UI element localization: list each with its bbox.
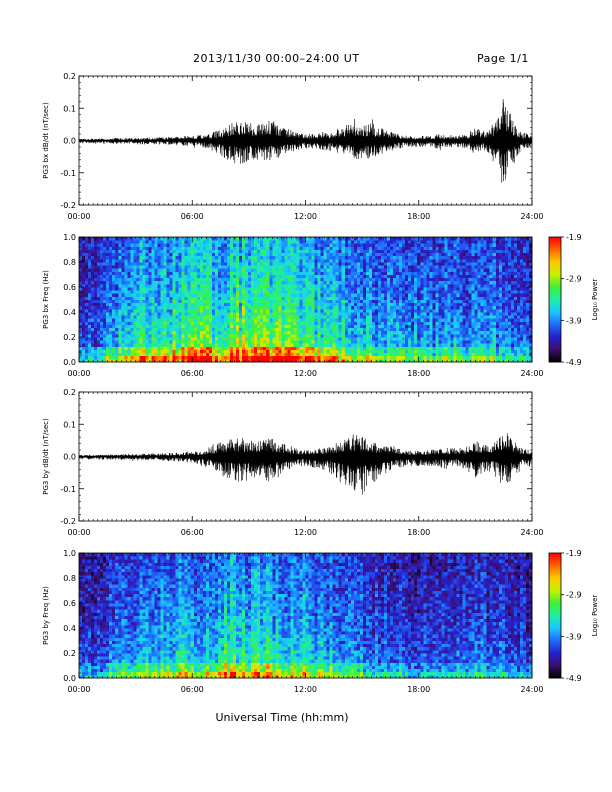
x-tick-label: 00:00: [67, 212, 90, 221]
y-tick-label: 0.2: [63, 72, 76, 81]
figure: Universal Time (hh:mm) 00:00 06:00 12:00 18…: [0, 0, 612, 792]
x-tick-label: 06:00: [181, 369, 204, 378]
x-tick-label: 00:00: [67, 369, 90, 378]
colorbar-label: Log₁₀ Power: [591, 279, 599, 321]
x-tick-label: 12:00: [294, 212, 317, 221]
y-tick-label: -0.2: [60, 201, 76, 210]
x-tick-label: 24:00: [520, 685, 543, 694]
spectrogram-heatmap: [79, 553, 532, 678]
y-tick-label: 0.8: [63, 258, 76, 267]
x-tick-label: 06:00: [181, 528, 204, 537]
x-tick-label: 18:00: [407, 685, 430, 694]
panel-1: 00:00 06:00 12:00 18:00 24:00 -0.2 -0.1 0.0 0.1 0…: [42, 72, 544, 221]
spectrogram-heatmap: [79, 237, 532, 362]
dbdt-trace: [79, 99, 532, 183]
y-tick-label: -0.1: [60, 485, 76, 494]
colorbar-tick-label: -3.9: [566, 632, 582, 641]
panel-3: 00:00 06:00 12:00 18:00 24:00 -0.2 -0.1 0.0 0.1 0…: [42, 388, 544, 537]
x-axis-label: Universal Time (hh:mm): [216, 711, 349, 724]
colorbar-label: Log₁₀ Power: [591, 595, 599, 637]
colorbar-tick-label: -4.9: [566, 674, 582, 683]
y-tick-label: 0.1: [63, 104, 76, 113]
x-tick-label: 24:00: [520, 528, 543, 537]
y-axis-label: PG3 by Freq (Hz): [42, 586, 50, 645]
panel-4: -1.9 -2.9 -3.9 -4.9 Log₁₀ Power 00:00 06:00 12:…: [42, 549, 599, 694]
y-axis-label: PG3 bx dB/dt (nT/sec): [42, 102, 50, 179]
y-tick-label: 0.0: [63, 358, 76, 367]
y-tick-label: 0.2: [63, 649, 76, 658]
y-tick-label: 0.0: [63, 453, 76, 462]
y-tick-label: 0.4: [63, 624, 76, 633]
colorbar: [549, 237, 561, 362]
y-tick-label: 0.6: [63, 283, 76, 292]
colorbar-tick-label: -3.9: [566, 316, 582, 325]
y-tick-label: 0.2: [63, 333, 76, 342]
dbdt-trace: [79, 433, 532, 494]
colorbar-tick-label: -1.9: [566, 233, 582, 242]
colorbar: [549, 553, 561, 678]
y-tick-label: 1.0: [63, 549, 76, 558]
x-tick-label: 18:00: [407, 528, 430, 537]
x-tick-label: 06:00: [181, 685, 204, 694]
y-tick-label: -0.2: [60, 517, 76, 526]
y-tick-label: 0.1: [63, 420, 76, 429]
x-tick-label: 06:00: [181, 212, 204, 221]
x-tick-label: 00:00: [67, 685, 90, 694]
x-tick-label: 24:00: [520, 369, 543, 378]
y-tick-label: 0.6: [63, 599, 76, 608]
colorbar-tick-label: -2.9: [566, 591, 582, 600]
x-tick-label: 18:00: [407, 212, 430, 221]
x-tick-label: 12:00: [294, 369, 317, 378]
y-tick-label: -0.1: [60, 169, 76, 178]
x-tick-label: 18:00: [407, 369, 430, 378]
y-tick-label: 0.0: [63, 674, 76, 683]
colorbar-tick-label: -4.9: [566, 358, 582, 367]
y-tick-label: 1.0: [63, 233, 76, 242]
y-tick-label: 0.8: [63, 574, 76, 583]
colorbar-tick-label: -1.9: [566, 549, 582, 558]
x-tick-label: 12:00: [294, 685, 317, 694]
x-tick-label: 00:00: [67, 528, 90, 537]
colorbar-tick-label: -2.9: [566, 275, 582, 284]
y-tick-label: 0.4: [63, 308, 76, 317]
y-axis-label: PG3 bx Freq (Hz): [42, 270, 50, 329]
y-axis-label: PG3 by dB/dt (nT/sec): [42, 418, 50, 495]
x-tick-label: 24:00: [520, 212, 543, 221]
y-tick-label: 0.2: [63, 388, 76, 397]
x-tick-label: 12:00: [294, 528, 317, 537]
y-tick-label: 0.0: [63, 137, 76, 146]
panel-2: -1.9 -2.9 -3.9 -4.9 Log₁₀ Power 00:00 06:00 12:…: [42, 233, 599, 378]
